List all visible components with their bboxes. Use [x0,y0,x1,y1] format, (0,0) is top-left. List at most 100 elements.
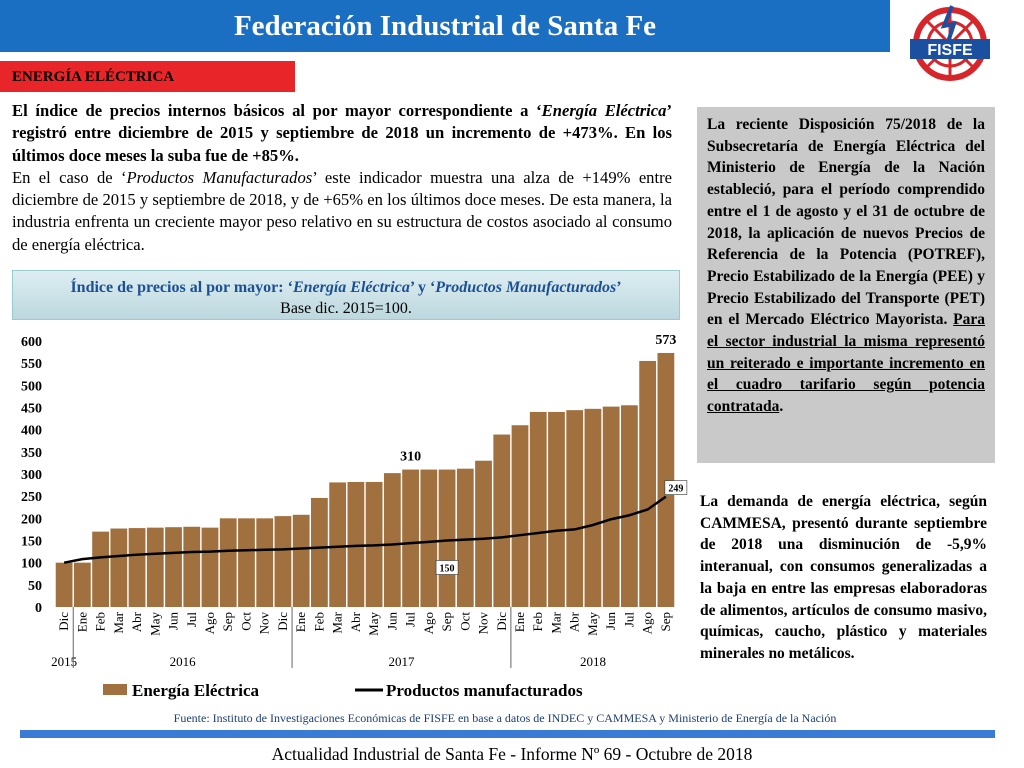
text: Para el sector industrial la misma repre… [707,311,985,416]
x-tick-label: Feb [311,612,326,632]
paragraph: El índice de precios internos básicos al… [12,100,672,167]
x-tick-label: Nov [257,612,272,635]
legend-label: Productos manufacturados [386,681,583,700]
bar [183,526,201,607]
y-tick-label: 100 [21,557,42,572]
logo: FISFE [910,5,990,81]
divider [20,730,995,738]
x-tick-label: Abr [567,611,582,632]
source: Fuente: Instituto de Investigaciones Eco… [173,711,837,725]
text: ’ este indicador muestra una alza de +14… [12,167,672,254]
x-tick-label: May [147,612,162,636]
y-tick-label: 200 [21,512,42,527]
bar [73,562,91,607]
line [63,495,667,564]
text: En el caso de ‘ [12,167,127,187]
x-tick-label: Ene [293,612,308,632]
year-label: 2015 [51,654,77,669]
y-tick-label: 350 [21,446,42,461]
section-label: ENERGÍA ELÉCTRICA [0,61,295,92]
bar [128,528,146,607]
bar [566,410,584,607]
chart-title: Índice de precios al por mayor: ‘Energía… [13,277,679,298]
x-tick-label: Abr [129,611,144,632]
bar [639,360,657,607]
x-tick-label: Jun [384,612,399,631]
bar [493,434,511,607]
y-tick-label: 550 [21,357,42,372]
data-label: 310 [400,450,421,465]
data-label-box [664,480,688,495]
bar [256,518,274,607]
bar [292,514,310,607]
bar [602,406,620,607]
bar [529,411,547,607]
text: ’ registró entre diciembre de 2015 y sep… [12,101,672,165]
footer: Actualidad Industrial de Santa Fe - Info… [271,744,753,764]
y-tick-label: 600 [21,335,42,350]
legend-swatch [103,684,127,695]
x-tick-label: Jun [603,612,618,631]
bar [311,497,328,607]
year-label: 2018 [580,654,606,669]
text: . [779,398,784,416]
y-tick-label: 50 [28,579,42,594]
text: ’ y ‘ [409,279,436,296]
intro: El índice de precios internos básicos al… [12,100,672,256]
x-tick-label: Ago [640,612,655,634]
logo-text: FISFE [927,42,973,59]
logo-bolt [940,5,957,43]
y-tick-label: 500 [21,379,42,394]
x-tick-label: Dic [275,612,290,631]
x-tick-label: Ene [74,612,89,632]
bar [456,468,474,607]
data-label: 150 [440,564,455,575]
chart-title-box: Índice de precios al por mayor: ‘Energía… [12,270,680,320]
y-tick-label: 0 [35,601,42,616]
y-tick-label: 400 [21,424,42,439]
x-tick-label: May [366,612,381,636]
text: ’ [616,279,622,296]
text: Índice de precios al por mayor: ‘ [70,279,293,296]
bar [165,527,182,607]
x-tick-label: Feb [530,612,545,632]
bar [219,518,237,607]
x-tick-label: Nov [476,612,491,635]
x-tick-label: May [585,612,600,636]
x-tick-label: Jul [184,612,199,628]
x-tick-label: Jun [166,612,181,631]
side-box: La reciente Disposición 75/2018 de la Su… [697,107,995,463]
header-title: Federación Industrial de Santa Fe [0,0,890,52]
x-tick-label: Ago [421,612,436,634]
bar [383,473,401,607]
bar [657,352,675,607]
bar [274,516,292,607]
x-tick-label: Oct [238,612,253,631]
data-label: 573 [655,333,676,348]
x-tick-label: Jul [403,612,418,628]
bar [201,527,219,607]
bar [438,469,456,607]
bar [548,411,565,607]
bar [110,528,128,607]
text: Productos Manufacturados [126,167,313,187]
bar [347,481,365,607]
bar [511,425,529,607]
bar [621,405,638,607]
logo-band [910,39,990,59]
bar [329,482,347,607]
year-label: 2016 [170,654,197,669]
x-tick-label: Sep [658,612,673,632]
x-tick-label: Mar [548,611,563,633]
text: El índice de precios internos básicos al… [12,101,542,120]
bar [92,531,109,607]
x-tick-label: Mar [111,611,126,633]
bar [146,527,164,607]
chart-subtitle: Base dic. 2015=100. [280,300,412,317]
bar [402,469,419,607]
x-tick-label: Ago [202,612,217,634]
paragraph: En el caso de ‘Productos Manufacturados’… [12,167,672,256]
x-tick-label: Oct [457,612,472,631]
